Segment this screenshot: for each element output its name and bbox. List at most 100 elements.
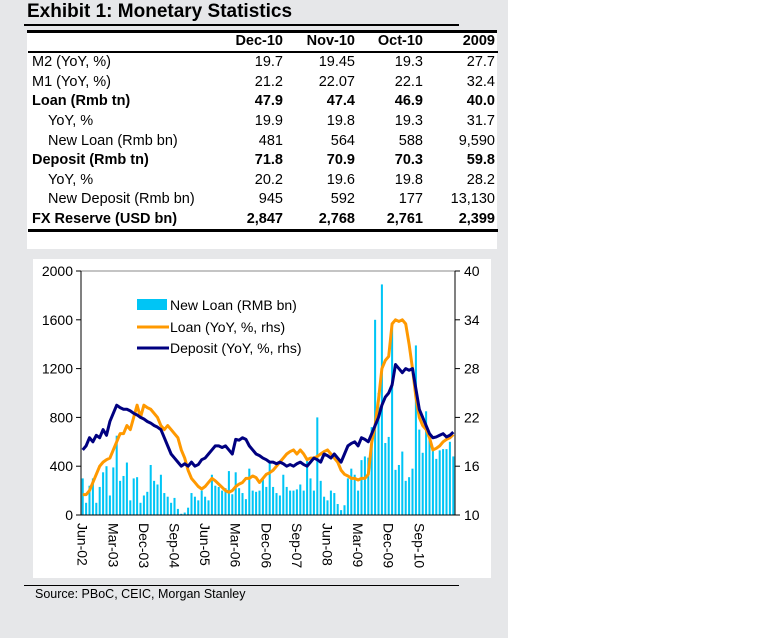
new-loan-bar xyxy=(408,477,411,515)
row-value-oct-10: 588 xyxy=(398,132,423,149)
new-loan-bar xyxy=(112,467,115,515)
chart-legend: New Loan (RMB bn) Loan (YoY, %, rhs) Depos… xyxy=(137,297,302,356)
source-rule xyxy=(24,585,459,586)
legend-label-loan-yoy: Loan (YoY, %, rhs) xyxy=(170,319,285,335)
new-loan-bar xyxy=(129,500,132,515)
row-value-oct-10: 22.1 xyxy=(394,73,423,90)
row-value-2009: 40.0 xyxy=(466,93,495,110)
right-tick-label: 28 xyxy=(464,361,480,377)
new-loan-bar xyxy=(340,510,343,515)
row-value-dec-10: 19.9 xyxy=(254,113,283,130)
new-loan-bar xyxy=(404,480,407,515)
row-value-nov-10: 2,768 xyxy=(283,209,355,233)
new-loan-bar xyxy=(346,478,349,515)
right-tick-label: 10 xyxy=(464,507,480,523)
new-loan-bar xyxy=(214,485,217,515)
new-loan-bar xyxy=(173,497,176,515)
table-row: M1 (YoY, %) 21.2 22.07 22.1 32.4 xyxy=(28,73,498,93)
row-label: YoY, % xyxy=(48,113,94,130)
new-loan-bar xyxy=(180,513,183,515)
new-loan-bar xyxy=(187,507,190,515)
new-loan-bar xyxy=(108,495,111,515)
new-loan-bar xyxy=(357,490,360,515)
chart-axes: 0 400 800 1200 1600 2000 10 16 22 28 34 40 Jun-02 Mar… xyxy=(42,263,480,568)
new-loan-bar xyxy=(268,461,271,515)
new-loan-bar xyxy=(391,328,394,515)
new-loan-bar xyxy=(380,284,383,515)
new-loan-bar xyxy=(125,462,128,515)
new-loan-bar xyxy=(258,490,261,515)
row-label: New Deposit (Rmb bn) xyxy=(48,191,195,208)
new-loan-bar xyxy=(343,505,346,515)
row-value-oct-10: 19.8 xyxy=(394,171,423,188)
new-loan-bar xyxy=(265,486,268,515)
new-loan-bar xyxy=(336,504,339,515)
row-value-2009: 9,590 xyxy=(458,132,495,149)
new-loan-bar xyxy=(302,490,305,515)
row-value-dec-10: 2,847 xyxy=(218,209,283,233)
table-row: YoY, % 20.2 19.6 19.8 28.2 xyxy=(28,171,498,191)
new-loan-bar xyxy=(85,502,88,515)
monetary-chart: 0 400 800 1200 1600 2000 10 16 22 28 34 40 Jun-02 Mar… xyxy=(42,263,480,568)
table-row: M2 (YoY, %) 19.7 19.45 19.3 27.7 xyxy=(28,52,498,73)
new-loan-bar xyxy=(122,475,125,515)
new-loan-bar xyxy=(292,490,295,515)
new-loan-bar xyxy=(81,478,84,515)
x-tick-label: Jun-08 xyxy=(320,523,336,566)
new-loan-bar xyxy=(316,417,319,515)
title-rule xyxy=(24,24,459,26)
row-value-nov-10: 22.07 xyxy=(318,73,355,90)
row-value-2009: 31.7 xyxy=(466,113,495,130)
x-tick-label: Mar-06 xyxy=(228,523,244,568)
new-loan-bar xyxy=(166,496,169,515)
x-tick-label: Sep-10 xyxy=(411,523,427,568)
new-loan-bar xyxy=(326,500,329,515)
table-header-row: Dec-10 Nov-10 Oct-10 2009 xyxy=(28,31,498,53)
row-value-nov-10: 70.9 xyxy=(326,152,355,169)
row-value-nov-10: 19.8 xyxy=(326,113,355,130)
new-loan-bar xyxy=(105,466,108,515)
loan-yoy-line xyxy=(82,318,455,497)
new-loan-bar xyxy=(425,411,428,515)
new-loan-bar xyxy=(244,499,247,515)
new-loan-bar xyxy=(136,477,139,515)
row-value-oct-10: 19.3 xyxy=(394,113,423,130)
new-loan-bar xyxy=(289,490,292,515)
row-label: FX Reserve (USD bn) xyxy=(28,209,218,233)
new-loan-bar xyxy=(275,493,278,515)
header-2009: 2009 xyxy=(423,31,498,53)
row-label: M2 (YoY, %) xyxy=(32,54,111,71)
new-loan-bar xyxy=(159,474,162,515)
left-tick-label: 800 xyxy=(50,409,74,425)
new-loan-bar xyxy=(224,488,227,515)
new-loan-bar xyxy=(146,491,149,515)
new-loan-bar xyxy=(278,495,281,515)
new-loan-bar xyxy=(170,502,173,515)
new-loan-bar xyxy=(207,500,210,515)
new-loan-bar xyxy=(231,494,234,515)
new-loan-bar xyxy=(387,436,390,515)
new-loan-bar xyxy=(370,427,373,515)
legend-swatch-new-loan xyxy=(137,299,167,310)
table-row: New Loan (Rmb bn) 481 564 588 9,590 xyxy=(28,131,498,151)
x-tick-label: Sep-04 xyxy=(167,523,183,568)
row-label: New Loan (Rmb bn) xyxy=(48,132,178,149)
exhibit-title: Exhibit 1: Monetary Statistics xyxy=(27,1,293,22)
row-value-dec-10: 71.8 xyxy=(254,152,283,169)
right-tick-label: 22 xyxy=(464,409,480,425)
new-loan-bar xyxy=(363,456,366,515)
new-loan-bar xyxy=(95,502,98,515)
legend-label-new-loan: New Loan (RMB bn) xyxy=(170,297,297,313)
x-tick-label: Jun-02 xyxy=(75,523,91,566)
row-value-dec-10: 47.9 xyxy=(254,93,283,110)
x-tick-label: Dec-09 xyxy=(381,523,397,568)
new-loan-bar xyxy=(329,490,332,515)
row-label: M1 (YoY, %) xyxy=(32,73,111,90)
row-value-oct-10: 177 xyxy=(398,191,423,208)
new-loan-bar xyxy=(217,486,220,515)
monetary-statistics-table: Dec-10 Nov-10 Oct-10 2009 M2 (YoY, %) 19.… xyxy=(28,31,498,233)
new-loan-bar xyxy=(210,474,213,515)
row-value-2009: 32.4 xyxy=(466,73,495,90)
new-loan-bar xyxy=(295,489,298,515)
new-loan-bar xyxy=(204,496,207,515)
